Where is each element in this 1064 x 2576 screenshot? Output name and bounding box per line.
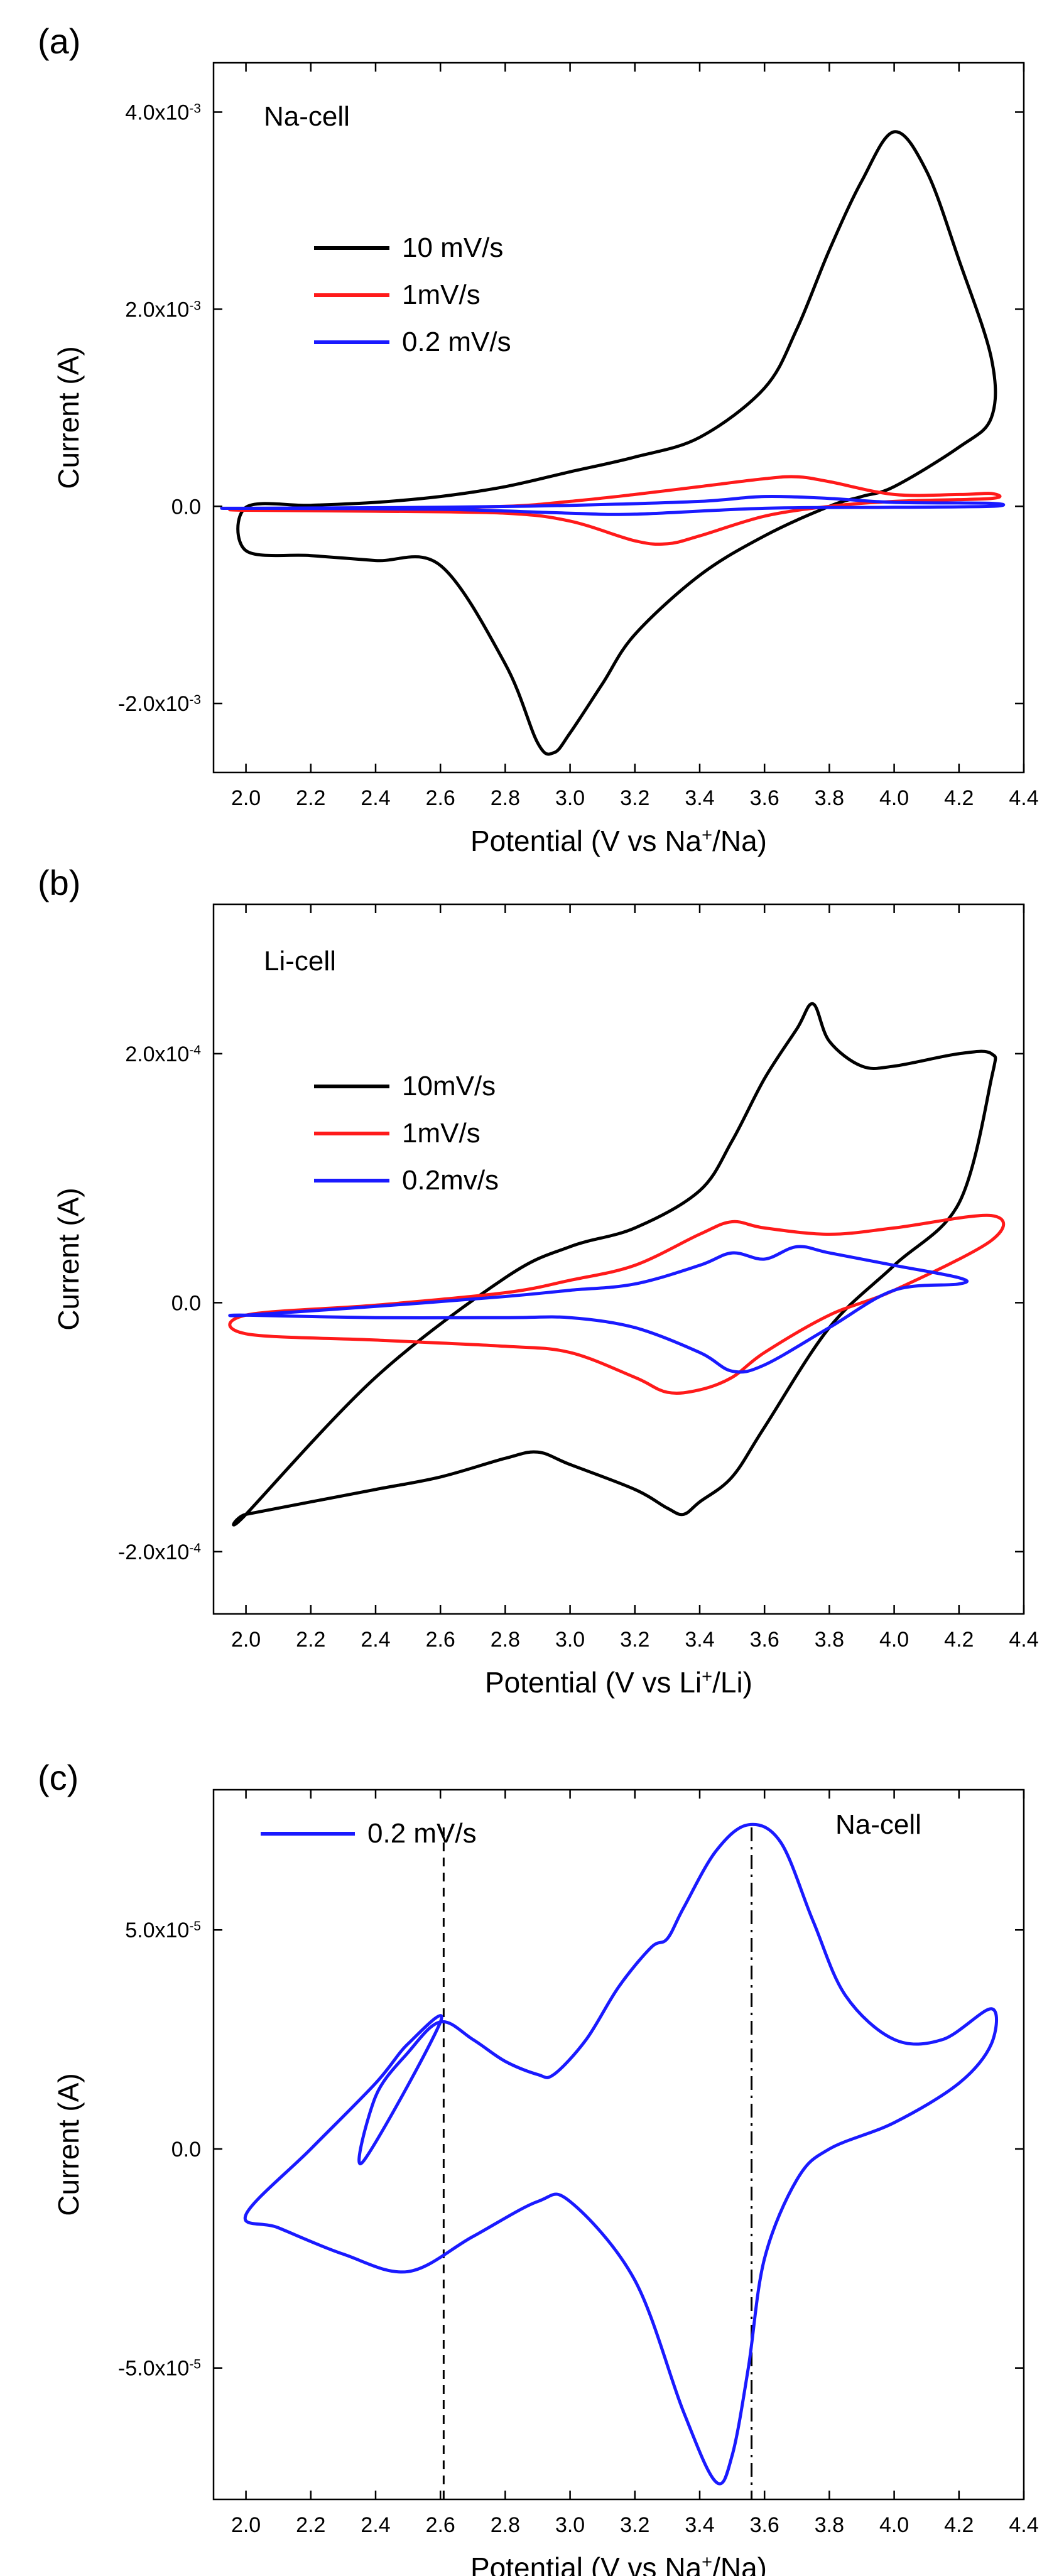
x-tick-label: 2.8 <box>491 1628 520 1652</box>
x-tick-label: 3.8 <box>815 786 844 810</box>
x-tick-label: 2.6 <box>426 2513 455 2537</box>
x-tick-label: 4.0 <box>879 2513 909 2537</box>
x-tick-label: 3.8 <box>815 2513 844 2537</box>
x-tick-label: 3.8 <box>815 1628 844 1652</box>
x-tick-label: 4.2 <box>944 1628 974 1652</box>
legend-label: 1mV/s <box>402 1118 480 1149</box>
panel-label: (c) <box>38 1758 79 1797</box>
x-tick-label: 2.0 <box>231 1628 261 1652</box>
x-tick-label: 4.0 <box>879 1628 909 1652</box>
x-tick-label: 3.0 <box>555 786 585 810</box>
panel-label: (b) <box>38 863 80 902</box>
x-tick-label: 4.2 <box>944 2513 974 2537</box>
x-tick-label: 3.6 <box>750 1628 779 1652</box>
y-tick-label: 5.0x10-5 <box>125 1918 201 1942</box>
series-line-3 <box>220 494 1006 516</box>
x-axis-title: Potential (V vs Na+/Na) <box>470 825 767 857</box>
x-tick-label: 2.0 <box>231 2513 261 2537</box>
x-tick-label: 2.4 <box>361 2513 390 2537</box>
chart-panel-3: (c) Na-cell 2.0 2.2 2.4 2.6 2.8 3.0 3.2 3.4 3.6 3.8… <box>38 1758 1039 2576</box>
x-tick-label: 2.4 <box>361 786 390 810</box>
y-tick-label: 0.0 <box>171 495 201 519</box>
cell-annotation: Na-cell <box>835 1809 921 1840</box>
x-tick-label: 4.4 <box>1009 786 1038 810</box>
x-tick-label: 3.0 <box>555 2513 585 2537</box>
x-tick-label: 3.4 <box>685 2513 714 2537</box>
x-tick-label: 4.4 <box>1009 2513 1038 2537</box>
y-axis-title: Current (A) <box>52 346 85 489</box>
x-tick-label: 3.4 <box>685 786 714 810</box>
y-tick-label: 0.0 <box>171 2138 201 2162</box>
cell-annotation: Na-cell <box>264 101 350 132</box>
series-line-2 <box>228 1213 1006 1395</box>
x-tick-label: 2.2 <box>296 2513 325 2537</box>
y-tick-label: 2.0x10-3 <box>125 298 201 322</box>
legend-label: 1mV/s <box>402 279 480 310</box>
x-tick-label: 3.2 <box>620 786 649 810</box>
series-line-3 <box>228 1245 969 1374</box>
chart-panel-2: (b) Li-cell 2.0 2.2 2.4 2.6 2.8 3.0 3.2 3.4 3.6 3.8… <box>38 863 1039 1699</box>
series-line-1 <box>243 1822 999 2486</box>
x-tick-label: 2.6 <box>426 786 455 810</box>
x-tick-label: 3.6 <box>750 786 779 810</box>
y-tick-label: 4.0x10-3 <box>125 100 201 124</box>
cell-annotation: Li-cell <box>264 946 336 977</box>
x-tick-label: 2.8 <box>491 786 520 810</box>
series-line-2 <box>228 475 1002 546</box>
y-tick-label: 0.0 <box>171 1291 201 1315</box>
x-tick-label: 2.2 <box>296 786 325 810</box>
series-line-1 <box>232 1002 997 1527</box>
legend-label: 10mV/s <box>402 1071 496 1101</box>
x-tick-label: 3.2 <box>620 2513 649 2537</box>
y-axis-title: Current (A) <box>52 1188 85 1330</box>
x-tick-label: 3.4 <box>685 1628 714 1652</box>
x-tick-label: 2.0 <box>231 786 261 810</box>
x-tick-label: 2.4 <box>361 1628 390 1652</box>
y-tick-label: -2.0x10-3 <box>118 692 201 716</box>
y-axis-title: Current (A) <box>52 2073 85 2216</box>
legend-label: 0.2mv/s <box>402 1165 499 1196</box>
x-tick-label: 4.2 <box>944 786 974 810</box>
series-line-1 <box>236 130 997 756</box>
plot-frame <box>212 903 1025 1615</box>
x-tick-label: 3.6 <box>750 2513 779 2537</box>
x-tick-label: 4.0 <box>879 786 909 810</box>
y-tick-label: -5.0x10-5 <box>118 2357 201 2381</box>
x-tick-label: 2.6 <box>426 1628 455 1652</box>
x-axis-title: Potential (V vs Na+/Na) <box>470 2552 767 2576</box>
x-tick-label: 3.2 <box>620 1628 649 1652</box>
legend-label: 0.2 mV/s <box>367 1818 477 1849</box>
legend-label: 10 mV/s <box>402 232 503 263</box>
y-tick-label: -2.0x10-4 <box>118 1540 201 1564</box>
x-tick-label: 4.4 <box>1009 1628 1038 1652</box>
plot-frame <box>212 1789 1025 2501</box>
panel-label: (a) <box>38 21 80 61</box>
x-tick-label: 2.8 <box>491 2513 520 2537</box>
x-tick-label: 2.2 <box>296 1628 325 1652</box>
x-tick-label: 3.0 <box>555 1628 585 1652</box>
plot-frame <box>212 62 1025 774</box>
chart-panel-1: (a) Na-cell 2.0 2.2 2.4 2.6 2.8 3.0 3.2 3.4 3.6 3.8… <box>38 21 1039 857</box>
legend-label: 0.2 mV/s <box>402 327 511 357</box>
y-tick-label: 2.0x10-4 <box>125 1042 201 1066</box>
x-axis-title: Potential (V vs Li+/Li) <box>485 1666 752 1699</box>
